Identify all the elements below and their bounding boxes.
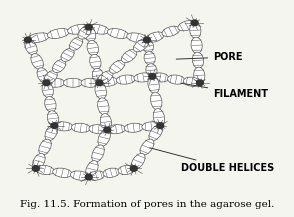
Circle shape <box>96 80 103 85</box>
Ellipse shape <box>116 75 136 84</box>
Ellipse shape <box>88 24 109 34</box>
Ellipse shape <box>45 97 56 112</box>
Ellipse shape <box>144 52 155 65</box>
Circle shape <box>24 37 31 43</box>
Ellipse shape <box>86 161 98 178</box>
Ellipse shape <box>98 77 118 86</box>
Circle shape <box>85 174 92 180</box>
Ellipse shape <box>190 22 201 38</box>
Ellipse shape <box>37 68 50 84</box>
Ellipse shape <box>31 54 44 69</box>
Circle shape <box>32 166 39 171</box>
Ellipse shape <box>124 123 143 132</box>
Ellipse shape <box>89 125 108 134</box>
Ellipse shape <box>27 33 49 43</box>
Ellipse shape <box>100 113 112 131</box>
Circle shape <box>85 24 92 30</box>
Ellipse shape <box>95 82 106 99</box>
Ellipse shape <box>152 73 169 82</box>
Ellipse shape <box>42 82 54 98</box>
Ellipse shape <box>47 29 69 38</box>
Ellipse shape <box>107 29 128 38</box>
Ellipse shape <box>149 125 163 141</box>
Text: Fig. 11.5. Formation of pores in the agarose gel.: Fig. 11.5. Formation of pores in the aga… <box>20 201 274 209</box>
Ellipse shape <box>192 52 203 68</box>
Ellipse shape <box>71 123 90 132</box>
Ellipse shape <box>69 37 83 50</box>
Ellipse shape <box>140 139 154 155</box>
Ellipse shape <box>53 168 72 178</box>
Ellipse shape <box>44 71 57 84</box>
Circle shape <box>43 80 50 85</box>
Circle shape <box>51 123 58 128</box>
Ellipse shape <box>39 139 51 155</box>
Ellipse shape <box>84 26 96 42</box>
Ellipse shape <box>151 92 162 110</box>
Ellipse shape <box>25 39 37 55</box>
Ellipse shape <box>146 32 164 42</box>
Ellipse shape <box>106 125 126 134</box>
Ellipse shape <box>133 39 149 52</box>
Ellipse shape <box>194 67 205 83</box>
Text: FILAMENT: FILAMENT <box>181 83 268 99</box>
Ellipse shape <box>183 77 201 86</box>
Ellipse shape <box>98 129 111 146</box>
Ellipse shape <box>61 48 74 61</box>
Ellipse shape <box>178 21 196 31</box>
Ellipse shape <box>98 71 113 84</box>
Circle shape <box>191 20 198 26</box>
Ellipse shape <box>118 165 134 174</box>
Ellipse shape <box>53 60 66 72</box>
Ellipse shape <box>45 125 58 141</box>
Ellipse shape <box>81 78 100 87</box>
Ellipse shape <box>68 24 90 34</box>
Circle shape <box>157 123 164 128</box>
Ellipse shape <box>78 26 91 39</box>
Ellipse shape <box>146 64 157 77</box>
Ellipse shape <box>127 33 148 43</box>
Ellipse shape <box>70 171 90 180</box>
Ellipse shape <box>153 108 165 126</box>
Ellipse shape <box>148 76 159 94</box>
Ellipse shape <box>46 78 65 87</box>
Ellipse shape <box>92 145 104 162</box>
Ellipse shape <box>162 26 180 36</box>
Ellipse shape <box>98 98 109 115</box>
Circle shape <box>196 80 203 85</box>
Ellipse shape <box>142 122 161 131</box>
Ellipse shape <box>168 75 185 84</box>
Ellipse shape <box>54 122 73 131</box>
Circle shape <box>143 37 151 43</box>
Ellipse shape <box>142 39 153 53</box>
Ellipse shape <box>88 171 104 180</box>
Circle shape <box>149 74 156 79</box>
Ellipse shape <box>90 54 101 69</box>
Ellipse shape <box>63 78 82 87</box>
Circle shape <box>104 127 111 133</box>
Text: DOUBLE HELICES: DOUBLE HELICES <box>150 148 275 173</box>
Text: PORE: PORE <box>176 52 243 62</box>
Circle shape <box>130 166 137 171</box>
Ellipse shape <box>110 60 125 73</box>
Ellipse shape <box>47 111 59 126</box>
Ellipse shape <box>134 73 153 82</box>
Ellipse shape <box>33 153 45 169</box>
Ellipse shape <box>87 40 98 56</box>
Ellipse shape <box>121 49 137 62</box>
Ellipse shape <box>103 168 119 178</box>
Ellipse shape <box>191 37 202 53</box>
Ellipse shape <box>92 68 104 83</box>
Ellipse shape <box>131 153 145 169</box>
Ellipse shape <box>35 165 54 175</box>
